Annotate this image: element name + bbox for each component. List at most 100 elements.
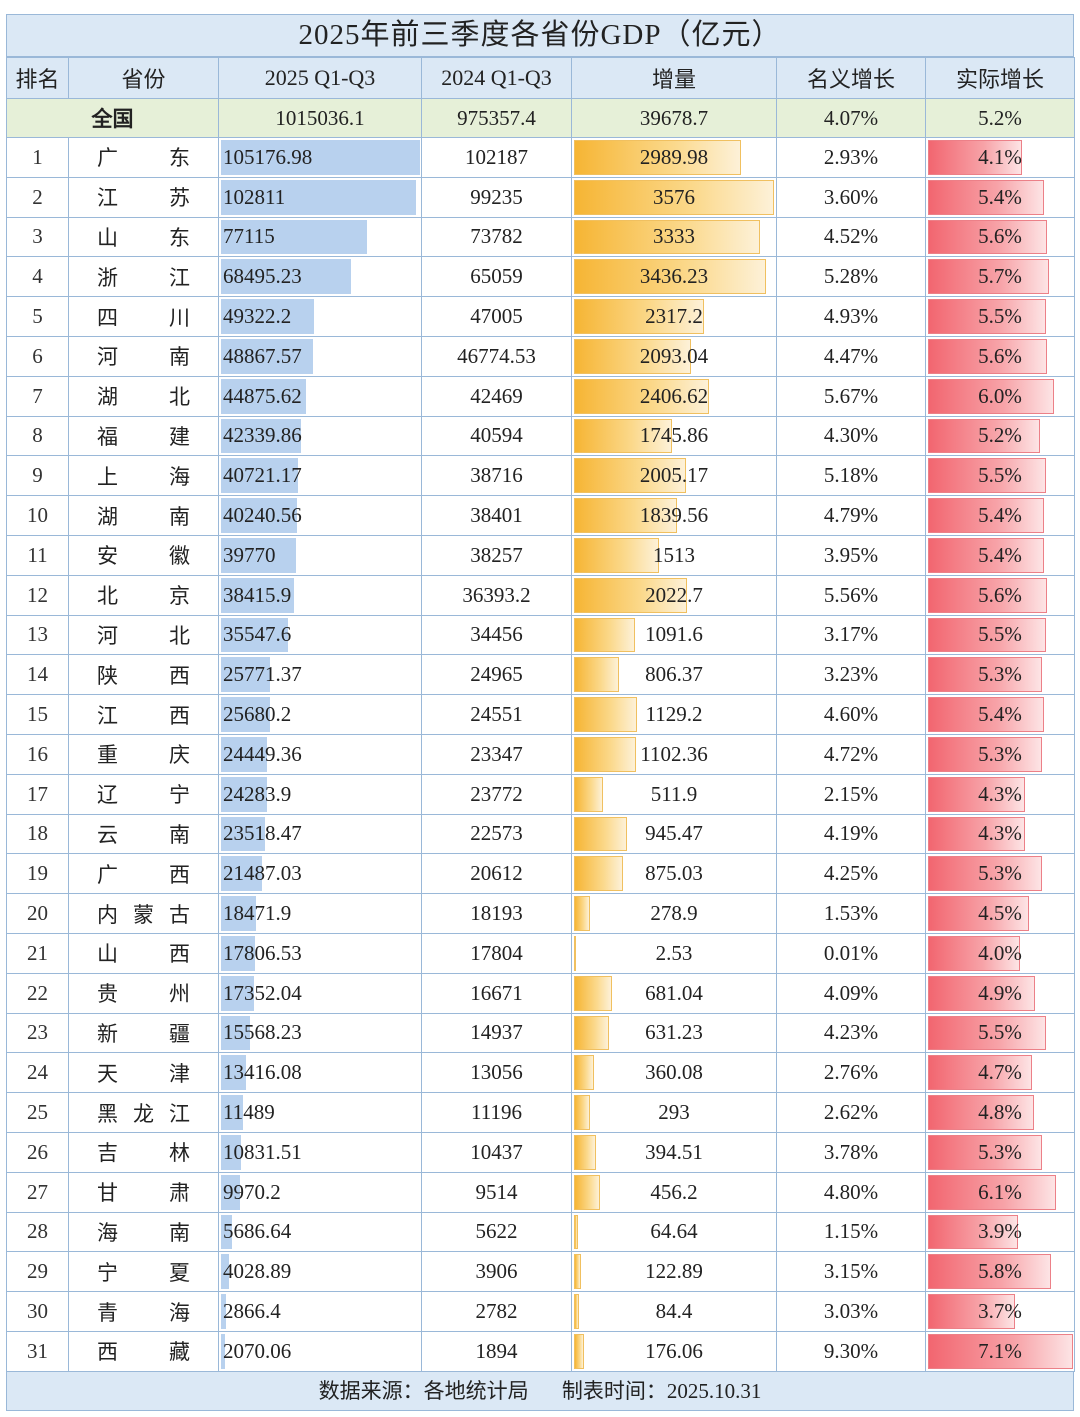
increase-value: 2317.2 xyxy=(645,304,703,329)
table-row: 27 甘肃 9970.2 9514 456.2 4.80% 6.1% xyxy=(6,1171,1075,1213)
province-cell: 福建 xyxy=(68,415,219,457)
gdp-2025-cell: 39770 xyxy=(218,534,422,576)
gdp-2025-value: 23518.47 xyxy=(223,821,302,846)
gdp-2025-bar xyxy=(221,219,367,255)
increase-value: 806.37 xyxy=(645,662,703,687)
table-row: 3 山东 77115 73782 3333 4.52% 5.6% xyxy=(6,216,1075,258)
real-growth-cell: 4.3% xyxy=(925,813,1075,855)
gdp-2025-bar xyxy=(221,1055,247,1091)
table-row: 5 四川 49322.2 47005 2317.2 4.93% 5.5% xyxy=(6,296,1075,337)
real-growth-bar xyxy=(928,1254,1051,1290)
real-growth-value: 4.3% xyxy=(978,781,1022,806)
table-row: 31 西藏 2070.06 1894 176.06 9.30% 7.1% xyxy=(6,1330,1075,1372)
gdp-2025-cell: 17352.04 xyxy=(218,972,422,1014)
gdp-2025-cell: 102811 xyxy=(218,176,422,218)
national-row: 全国 1015036.1 975357.4 39678.7 4.07% 5.2% xyxy=(6,98,1075,138)
real-growth-bar xyxy=(928,179,1044,215)
increase-cell: 945.47 xyxy=(571,813,777,855)
real-growth-value: 6.1% xyxy=(978,1179,1022,1204)
nominal-growth-cell: 4.60% xyxy=(776,694,926,735)
increase-bar xyxy=(574,1214,578,1250)
real-growth-cell: 3.9% xyxy=(925,1211,1075,1253)
rank-cell: 26 xyxy=(6,1131,69,1173)
real-growth-bar xyxy=(928,975,1036,1011)
gdp-2025-bar xyxy=(221,140,420,175)
real-growth-value: 5.6% xyxy=(978,224,1022,249)
nominal-growth-cell: 4.25% xyxy=(776,853,926,895)
table-row: 22 贵州 17352.04 16671 681.04 4.09% 4.9% xyxy=(6,972,1075,1014)
real-growth-value: 4.5% xyxy=(978,901,1022,926)
real-growth-value: 5.4% xyxy=(978,702,1022,727)
province-cell: 广东 xyxy=(68,137,219,178)
gdp-2024-cell: 18193 xyxy=(421,893,572,934)
increase-cell: 456.2 xyxy=(571,1171,777,1213)
increase-value: 1513 xyxy=(653,542,695,567)
col-header-rank: 排名 xyxy=(6,57,69,99)
increase-value: 681.04 xyxy=(645,980,703,1005)
gdp-2025-cell: 40240.56 xyxy=(218,495,422,536)
increase-value: 1102.36 xyxy=(640,741,708,766)
real-growth-cell: 5.3% xyxy=(925,853,1075,895)
rank-cell: 18 xyxy=(6,813,69,855)
gdp-2025-value: 18471.9 xyxy=(223,901,292,926)
increase-value: 84.4 xyxy=(655,1299,693,1323)
table-row: 19 广西 21487.03 20612 875.03 4.25% 5.3% xyxy=(6,853,1075,895)
gdp-2025-bar xyxy=(221,697,270,732)
gdp-2025-value: 17806.53 xyxy=(223,940,302,965)
nominal-growth-cell: 5.18% xyxy=(776,455,926,497)
gdp-2025-value: 25680.2 xyxy=(223,702,292,727)
real-growth-cell: 4.9% xyxy=(925,972,1075,1014)
table-row: 12 北京 38415.9 36393.2 2022.7 5.56% 5.6% xyxy=(6,574,1075,616)
nominal-growth-cell: 0.01% xyxy=(776,932,926,974)
gdp-2025-value: 2866.4 xyxy=(223,1299,281,1323)
real-growth-cell: 5.2% xyxy=(925,415,1075,457)
province-cell: 安徽 xyxy=(68,534,219,576)
increase-cell: 1102.36 xyxy=(571,733,777,775)
table-date: 制表时间：2025.10.31 xyxy=(561,1378,762,1403)
gdp-2025-value: 13416.08 xyxy=(223,1060,302,1085)
gdp-2025-cell: 15568.23 xyxy=(218,1012,422,1054)
increase-bar xyxy=(574,776,603,812)
rank-cell: 15 xyxy=(6,694,69,735)
increase-cell: 806.37 xyxy=(571,654,777,696)
real-growth-bar xyxy=(928,1095,1034,1130)
increase-cell: 1513 xyxy=(571,534,777,576)
rank-cell: 11 xyxy=(6,534,69,576)
increase-bar xyxy=(574,856,623,892)
table-row: 18 云南 23518.47 22573 945.47 4.19% 4.3% xyxy=(6,813,1075,855)
gdp-2025-value: 48867.57 xyxy=(223,343,302,368)
increase-bar xyxy=(574,1134,597,1170)
real-growth-bar xyxy=(928,816,1026,852)
province-cell: 海南 xyxy=(68,1211,219,1253)
gdp-2025-bar xyxy=(221,935,255,971)
gdp-2025-value: 39770 xyxy=(223,542,276,567)
gdp-2025-bar xyxy=(221,577,294,613)
gdp-2025-value: 24449.36 xyxy=(223,741,302,766)
increase-cell: 1839.56 xyxy=(571,495,777,536)
gdp-2025-cell: 2070.06 xyxy=(218,1330,422,1372)
real-growth-bar xyxy=(928,856,1043,892)
increase-bar xyxy=(574,458,687,494)
nominal-growth-cell: 2.93% xyxy=(776,137,926,178)
increase-bar xyxy=(574,697,638,732)
gdp-2025-bar xyxy=(221,418,302,454)
real-growth-bar xyxy=(928,1015,1046,1051)
gdp-2024-cell: 23347 xyxy=(421,733,572,775)
increase-value: 2.53 xyxy=(655,940,693,965)
gdp-2025-value: 9970.2 xyxy=(223,1179,281,1204)
increase-bar xyxy=(574,338,692,374)
province-cell: 辽宁 xyxy=(68,773,219,815)
real-growth-value: 4.1% xyxy=(978,144,1022,169)
province-cell: 天津 xyxy=(68,1052,219,1094)
real-growth-value: 5.3% xyxy=(978,662,1022,687)
rank-cell: 16 xyxy=(6,733,69,775)
increase-cell: 2.53 xyxy=(571,932,777,974)
real-growth-value: 5.5% xyxy=(978,622,1022,647)
real-growth-bar xyxy=(928,617,1046,653)
real-growth-value: 5.7% xyxy=(978,264,1022,289)
nominal-growth-cell: 3.23% xyxy=(776,654,926,696)
real-growth-bar xyxy=(928,458,1046,494)
increase-value: 945.47 xyxy=(645,821,703,846)
table-row: 16 重庆 24449.36 23347 1102.36 4.72% 5.3% xyxy=(6,733,1075,775)
increase-value: 2005.17 xyxy=(639,463,709,488)
